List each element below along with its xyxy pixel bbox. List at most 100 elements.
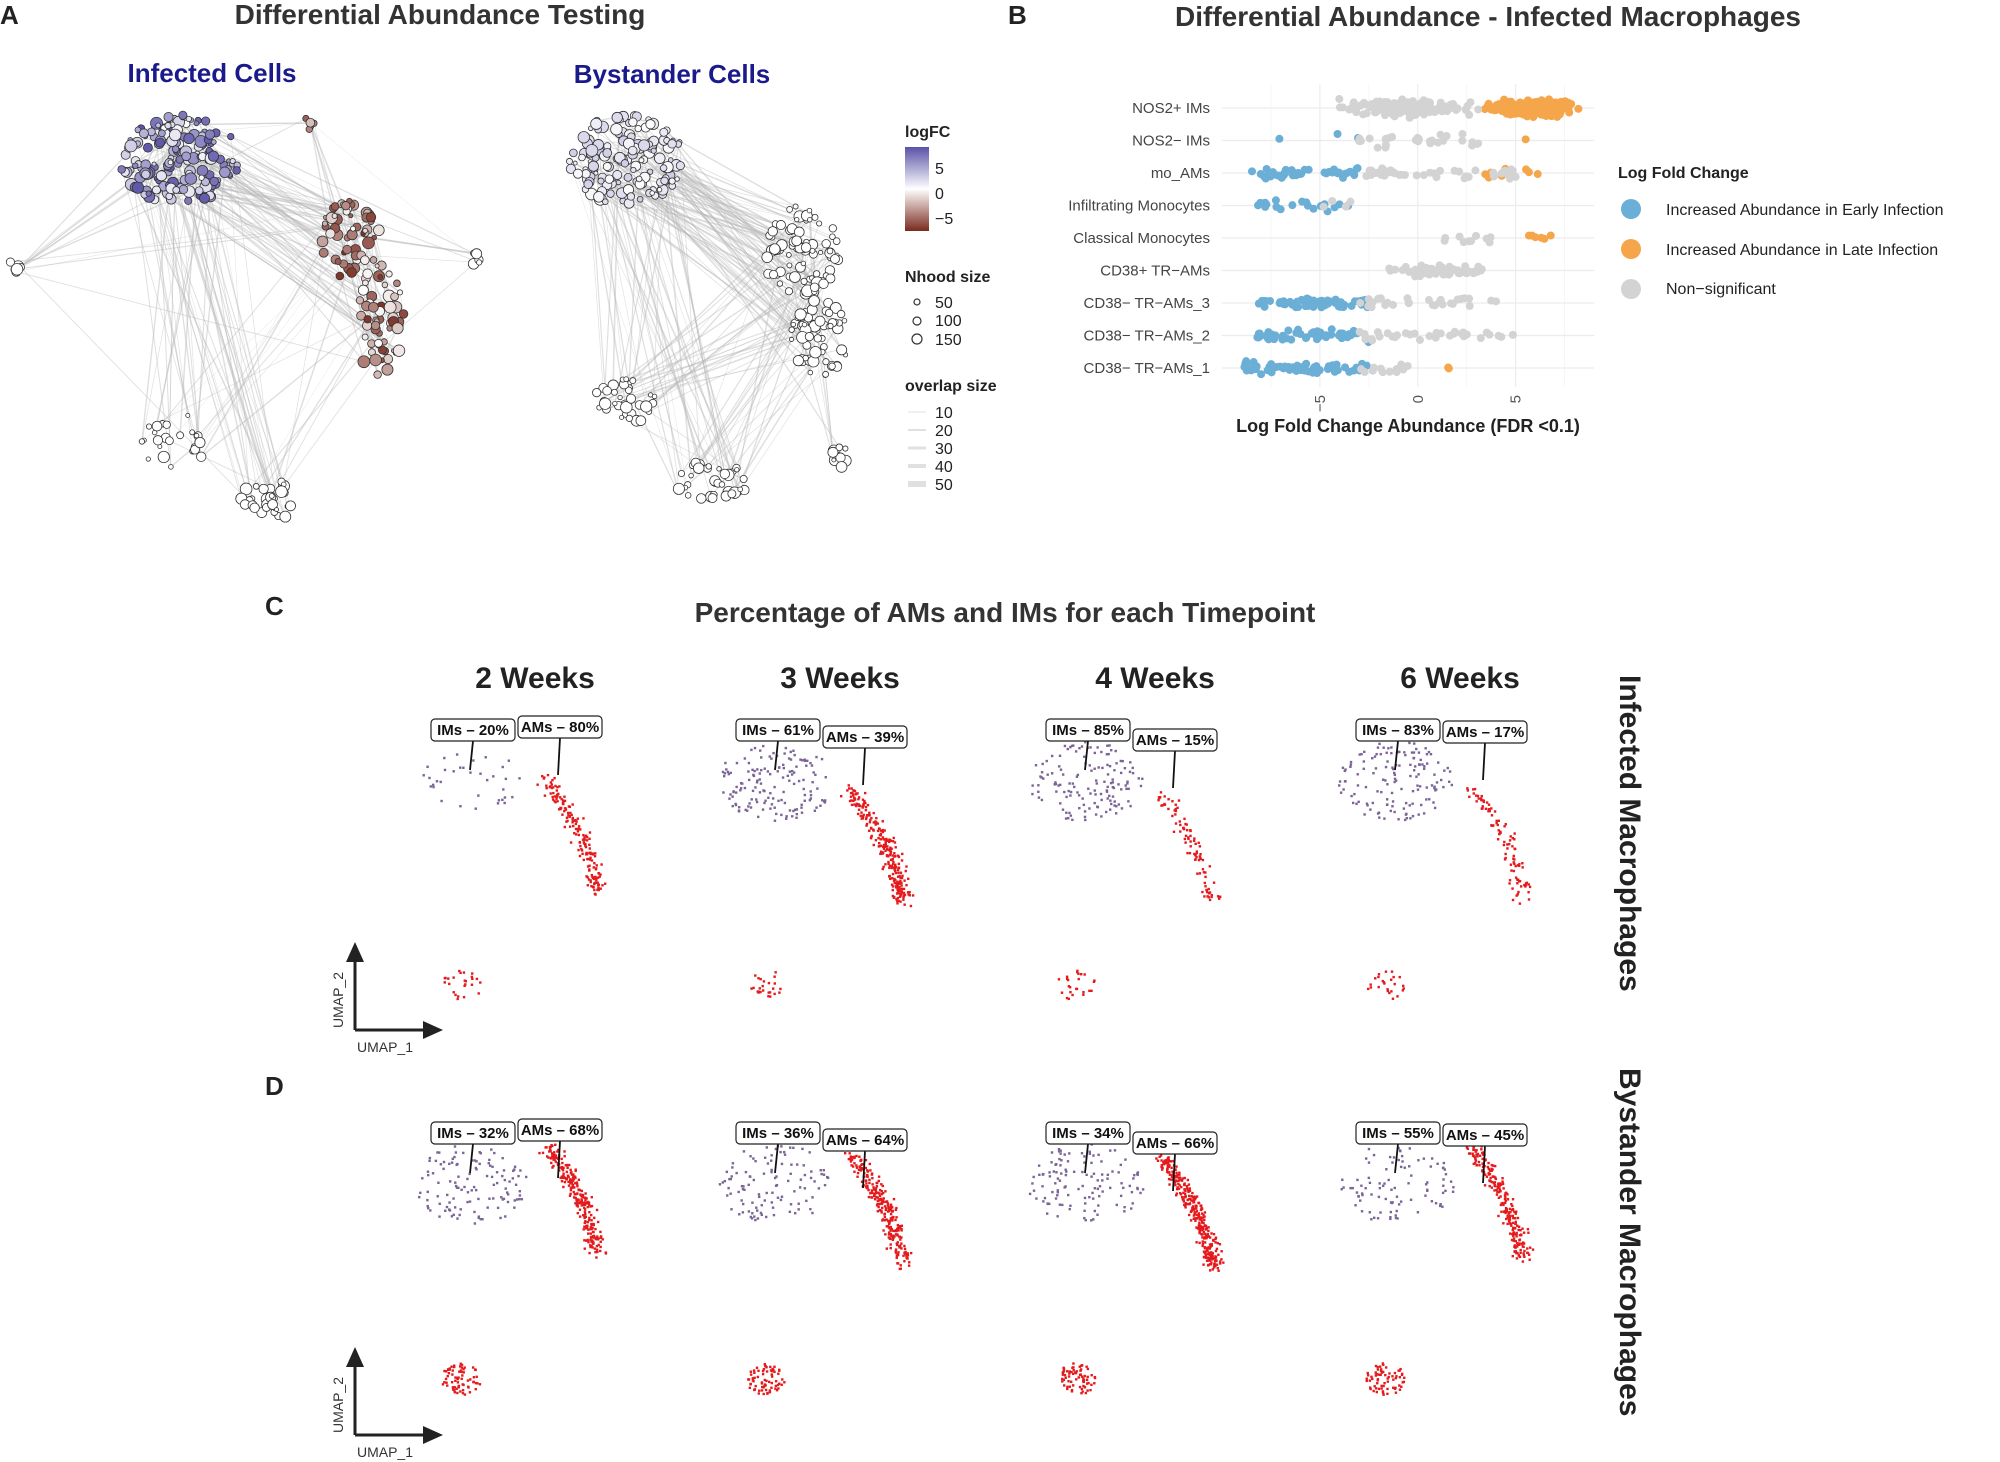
umap-am-cluster-dot [1213,1260,1217,1263]
umap-am-cluster-dot [1184,841,1187,844]
umap-am-cluster-dot [581,1203,585,1207]
umap-am-cluster-dot [1210,895,1213,899]
umap-im-cluster-dot [793,1211,797,1215]
umap-small-am-cluster-dot [450,1365,453,1368]
umap-im-cluster-dot [428,1156,432,1160]
umap-small-am-cluster-dot [1065,996,1069,1000]
umap-im-cluster-dot [1361,1193,1364,1197]
umap-am-cluster-dot [589,1226,593,1229]
infected-graph-edge [168,162,272,498]
umap-im-cluster-dot [1096,746,1099,749]
umap-im-cluster-dot [1054,1163,1057,1166]
umap-im-cluster-dot [454,1151,458,1154]
umap-am-cluster-dot [1179,1193,1183,1196]
umap-am-cluster-dot [576,830,580,833]
umap-im-cluster-dot [1417,1159,1420,1162]
umap-am-cluster-dot [1214,1258,1217,1261]
umap-am-cluster-dot [1490,807,1493,810]
beeswarm-point [1376,294,1385,303]
umap-am-cluster-dot [893,868,896,871]
beeswarm-point [1308,368,1317,377]
bystander-graph-edge [595,172,710,467]
umap-am-cluster-dot [879,832,883,836]
beeswarm-point [1432,328,1441,337]
umap-im-cluster-dot [810,764,814,767]
infected-graph-node [189,429,196,436]
umap-im-cluster-dot [1382,746,1385,749]
bystander-graph-node [611,111,623,124]
umap-small-am-cluster-dot [1065,1370,1069,1373]
bystander-graph-node [577,131,590,144]
umap-am-cluster-dot [599,1230,602,1234]
umap-am-cluster-dot [553,1151,556,1154]
umap-small-am-cluster-dot [460,1363,464,1367]
beeswarm-point [1466,98,1475,107]
umap-im-cluster-dot [1133,1174,1136,1177]
umap-am-cluster-dot [897,899,900,903]
beeswarm-point [1267,330,1276,339]
umap-am-cluster-dot [1208,865,1212,868]
umap-im-cluster-dot [502,1169,506,1172]
umap-am-cluster-dot [859,814,862,818]
umap-im-cluster-dot [1386,803,1389,806]
umap-small-am-cluster-dot [755,1366,759,1369]
umap-am-cluster-dot [894,1250,897,1253]
umap-am-cluster-dot [571,1176,575,1180]
beeswarm-point [1387,109,1396,118]
beeswarm-point [1484,99,1493,108]
infected-graph-edge [283,252,325,485]
umap-am-cluster-dot [570,1181,573,1185]
umap-im-cluster-dot [1391,766,1394,769]
umap-am-cluster-dot [1207,887,1210,891]
umap-am-cluster-dot [593,892,597,896]
bystander-graph-node [830,254,840,264]
infected-graph-edge [15,142,138,273]
bystander-graph-edge [619,324,825,398]
infected-graph-node [207,150,220,162]
umap-am-cluster-dot [584,1199,587,1202]
beeswarm-point [1386,166,1395,175]
umap-am-cluster-dot [1184,1203,1187,1207]
umap-am-cluster-dot [587,1228,590,1231]
umap-am-cluster-dot [1183,817,1186,821]
umap-small-am-cluster-dot [1066,1385,1069,1389]
umap-am-cluster-dot [565,820,568,823]
umap-am-cluster-dot [1172,830,1176,833]
umap-am-cluster-dot [1216,1266,1219,1270]
umap-am-cluster-dot [886,848,889,851]
umap-small-am-cluster-dot [768,1389,771,1392]
umap-small-am-cluster-dot [773,1370,776,1374]
bystander-graph-node [832,237,841,245]
umap-am-cluster-dot [902,891,906,895]
umap-am-cluster-dot [584,844,587,847]
bystander-graph-edge [648,325,825,412]
umap-im-cluster-dot [1372,771,1375,775]
umap-small-am-cluster-dot [1078,1365,1081,1368]
category-label: mo_AMs [1151,165,1210,182]
umap-im-cluster-dot [1095,782,1098,785]
umap-am-cluster-dot [580,1189,584,1193]
umap-am-cluster-dot [860,817,863,820]
umap-am-cluster-dot [898,1244,902,1247]
umap-am-cluster-dot [879,1202,882,1205]
panel-a-legend: logFC 5 0 −5 Nhood size 50 100 150 overl… [905,124,997,494]
umap-im-cluster-dot [1438,1204,1442,1208]
umap-im-cluster-dot [1045,759,1048,763]
bystander-graph-node [688,472,694,479]
logfc-tick-zero: 0 [935,186,944,203]
umap-im-cluster-dot [1093,789,1096,792]
umap-am-cluster-dot [866,1169,869,1172]
umap-im-cluster-dot [466,1200,469,1204]
umap-am-cluster-dot [894,871,898,875]
umap-am-cluster-dot [1513,862,1516,866]
umap-am-cluster-dot [556,1161,559,1165]
umap-small-am-cluster-dot [765,1370,769,1373]
umap-small-am-cluster-dot [1083,1386,1086,1389]
umap-am-cluster-dot [1514,876,1518,879]
umap-am-cluster-dot [583,1221,587,1225]
umap-im-cluster-dot [504,1187,507,1190]
umap-im-cluster-dot [751,768,754,772]
umap-am-cluster-dot [1195,1226,1198,1229]
umap-am-cluster-dot [581,1201,584,1205]
beeswarm-point [1473,267,1482,276]
